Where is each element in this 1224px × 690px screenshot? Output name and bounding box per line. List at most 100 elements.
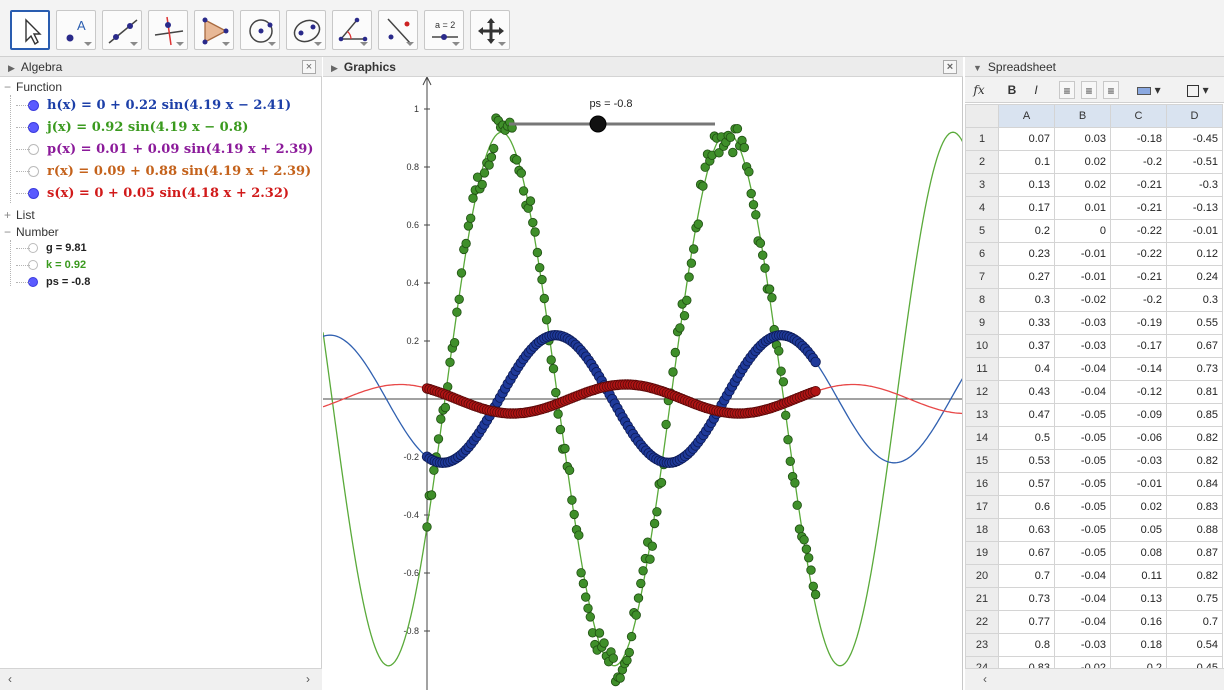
table-cell[interactable]: 0.88 (1166, 518, 1223, 542)
background-color-icon[interactable]: ▾ (1135, 81, 1163, 99)
table-cell[interactable]: -0.03 (1054, 311, 1111, 335)
table-cell[interactable]: 0.2 (998, 219, 1055, 243)
table-cell[interactable]: -0.14 (1110, 357, 1167, 381)
table-cell[interactable]: 0.7 (998, 564, 1055, 588)
italic-button[interactable]: I (1034, 83, 1038, 97)
table-cell[interactable]: -0.01 (1054, 242, 1111, 266)
column-header-A[interactable]: A (998, 104, 1055, 128)
column-header-C[interactable]: C (1110, 104, 1167, 128)
table-cell[interactable]: 0.6 (998, 495, 1055, 519)
row-header[interactable]: 11 (965, 357, 999, 381)
table-cell[interactable]: -0.05 (1054, 449, 1111, 473)
function-row-p[interactable]: p(x) = 0.01 + 0.09 sin(4.19 x + 2.39) (12, 140, 313, 160)
table-cell[interactable]: -0.19 (1110, 311, 1167, 335)
table-cell[interactable]: -0.05 (1054, 472, 1111, 496)
table-cell[interactable]: -0.03 (1054, 633, 1111, 657)
table-cell[interactable]: -0.04 (1054, 587, 1111, 611)
table-cell[interactable]: -0.21 (1110, 173, 1167, 197)
table-cell[interactable]: 0 (1054, 219, 1111, 243)
table-cell[interactable]: 0.53 (998, 449, 1055, 473)
table-cell[interactable]: 0.67 (1166, 334, 1223, 358)
move-graphics-tool-button[interactable] (470, 10, 510, 50)
table-cell[interactable]: 0.57 (998, 472, 1055, 496)
table-cell[interactable]: 0.73 (998, 587, 1055, 611)
table-cell[interactable]: 0.3 (998, 288, 1055, 312)
table-cell[interactable]: -0.21 (1110, 265, 1167, 289)
table-cell[interactable]: -0.17 (1110, 334, 1167, 358)
function-row-h[interactable]: h(x) = 0 + 0.22 sin(4.19 x − 2.41) (12, 96, 291, 116)
close-icon[interactable]: × (943, 60, 957, 74)
function-row-r[interactable]: r(x) = 0.09 + 0.88 sin(4.19 x + 2.39) (12, 162, 311, 182)
table-cell[interactable]: 0.8 (998, 633, 1055, 657)
reflect-tool-button[interactable] (378, 10, 418, 50)
table-cell[interactable]: 0.63 (998, 518, 1055, 542)
table-cell[interactable]: 0.55 (1166, 311, 1223, 335)
row-header[interactable]: 23 (965, 633, 999, 657)
collapse-icon[interactable]: − (4, 80, 12, 94)
row-header[interactable]: 2 (965, 150, 999, 174)
table-cell[interactable]: 0.02 (1054, 173, 1111, 197)
table-cell[interactable]: 0.81 (1166, 380, 1223, 404)
table-cell[interactable]: 0.37 (998, 334, 1055, 358)
table-cell[interactable]: 0.4 (998, 357, 1055, 381)
table-cell[interactable]: 0.16 (1110, 610, 1167, 634)
table-cell[interactable]: 0.54 (1166, 633, 1223, 657)
number-row-k[interactable]: k = 0.92 (12, 257, 86, 274)
table-cell[interactable]: 0.33 (998, 311, 1055, 335)
number-group[interactable]: − Number (4, 225, 59, 239)
conic-tool-button[interactable] (286, 10, 326, 50)
polygon-tool-button[interactable] (194, 10, 234, 50)
table-cell[interactable]: 0.13 (1110, 587, 1167, 611)
row-header[interactable]: 22 (965, 610, 999, 634)
table-cell[interactable]: 0.83 (1166, 495, 1223, 519)
list-group[interactable]: + List (4, 208, 35, 222)
algebra-panel-header[interactable]: ▶ Algebra × (0, 57, 322, 77)
table-cell[interactable]: 0.5 (998, 426, 1055, 450)
row-header[interactable]: 8 (965, 288, 999, 312)
collapse-icon[interactable]: − (4, 225, 12, 239)
row-header[interactable]: 7 (965, 265, 999, 289)
align-right-icon[interactable]: ≡ (1103, 81, 1119, 99)
formula-fx-icon[interactable]: fx (973, 83, 985, 97)
perpendicular-line-tool-button[interactable] (148, 10, 188, 50)
table-cell[interactable]: -0.06 (1110, 426, 1167, 450)
spreadsheet-horizontal-scrollbar[interactable]: ‹ (965, 668, 1224, 690)
angle-tool-button[interactable] (332, 10, 372, 50)
number-row-ps[interactable]: ps = -0.8 (12, 274, 90, 291)
table-cell[interactable]: 0.13 (998, 173, 1055, 197)
table-cell[interactable]: 0.07 (998, 127, 1055, 151)
table-cell[interactable]: 0.77 (998, 610, 1055, 634)
table-cell[interactable]: -0.05 (1054, 541, 1111, 565)
row-header[interactable]: 16 (965, 472, 999, 496)
row-header[interactable]: 9 (965, 311, 999, 335)
row-header[interactable]: 19 (965, 541, 999, 565)
graphics-canvas[interactable]: 1 0.8 0.6 0.4 0.2 -0.2 -0.4 -0.6 -0.8 ps = -0.8 (323, 77, 963, 690)
table-cell[interactable]: -0.09 (1110, 403, 1167, 427)
column-header-D[interactable]: D (1166, 104, 1223, 128)
table-cell[interactable]: 0.67 (998, 541, 1055, 565)
table-cell[interactable]: -0.3 (1166, 173, 1223, 197)
table-cell[interactable]: 0.3 (1166, 288, 1223, 312)
table-cell[interactable]: -0.03 (1110, 449, 1167, 473)
table-cell[interactable]: -0.2 (1110, 288, 1167, 312)
table-cell[interactable]: -0.04 (1054, 564, 1111, 588)
graphics-view[interactable]: 1 0.8 0.6 0.4 0.2 -0.2 -0.4 -0.6 -0.8 ps = -0.8 (323, 77, 963, 690)
row-header[interactable]: 13 (965, 403, 999, 427)
table-cell[interactable]: 0.75 (1166, 587, 1223, 611)
circle-tool-button[interactable] (240, 10, 280, 50)
slider-handle[interactable] (589, 115, 607, 133)
table-cell[interactable]: 0.18 (1110, 633, 1167, 657)
row-header[interactable]: 20 (965, 564, 999, 588)
table-cell[interactable]: 0.47 (998, 403, 1055, 427)
graphics-panel-header[interactable]: ▶ Graphics × (323, 57, 963, 77)
table-cell[interactable]: 0.03 (1054, 127, 1111, 151)
table-cell[interactable]: -0.13 (1166, 196, 1223, 220)
table-cell[interactable]: -0.05 (1054, 518, 1111, 542)
table-cell[interactable]: -0.05 (1054, 495, 1111, 519)
table-cell[interactable]: -0.01 (1110, 472, 1167, 496)
row-header[interactable]: 4 (965, 196, 999, 220)
function-row-j[interactable]: j(x) = 0.92 sin(4.19 x − 0.8) (12, 118, 248, 138)
table-cell[interactable]: 0.7 (1166, 610, 1223, 634)
table-cell[interactable]: -0.21 (1110, 196, 1167, 220)
spreadsheet-panel-header[interactable]: ▼ Spreadsheet (965, 57, 1224, 77)
